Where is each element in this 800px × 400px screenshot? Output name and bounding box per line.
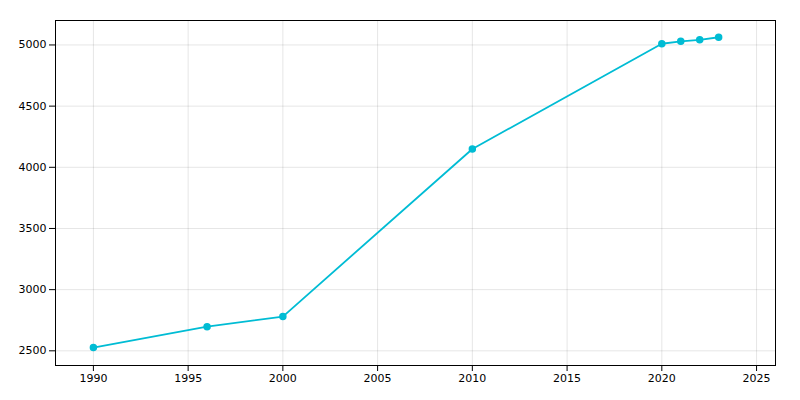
- svg-text:2015: 2015: [553, 372, 581, 385]
- svg-text:3500: 3500: [19, 222, 47, 235]
- svg-text:2005: 2005: [364, 372, 392, 385]
- svg-text:2500: 2500: [19, 344, 47, 357]
- svg-text:4000: 4000: [19, 161, 47, 174]
- svg-text:5000: 5000: [19, 38, 47, 51]
- svg-text:3000: 3000: [19, 283, 47, 296]
- svg-text:2020: 2020: [648, 372, 676, 385]
- svg-text:1990: 1990: [79, 372, 107, 385]
- svg-text:4500: 4500: [19, 100, 47, 113]
- svg-text:1995: 1995: [174, 372, 202, 385]
- svg-text:2010: 2010: [458, 372, 486, 385]
- svg-text:2025: 2025: [743, 372, 771, 385]
- svg-text:2000: 2000: [269, 372, 297, 385]
